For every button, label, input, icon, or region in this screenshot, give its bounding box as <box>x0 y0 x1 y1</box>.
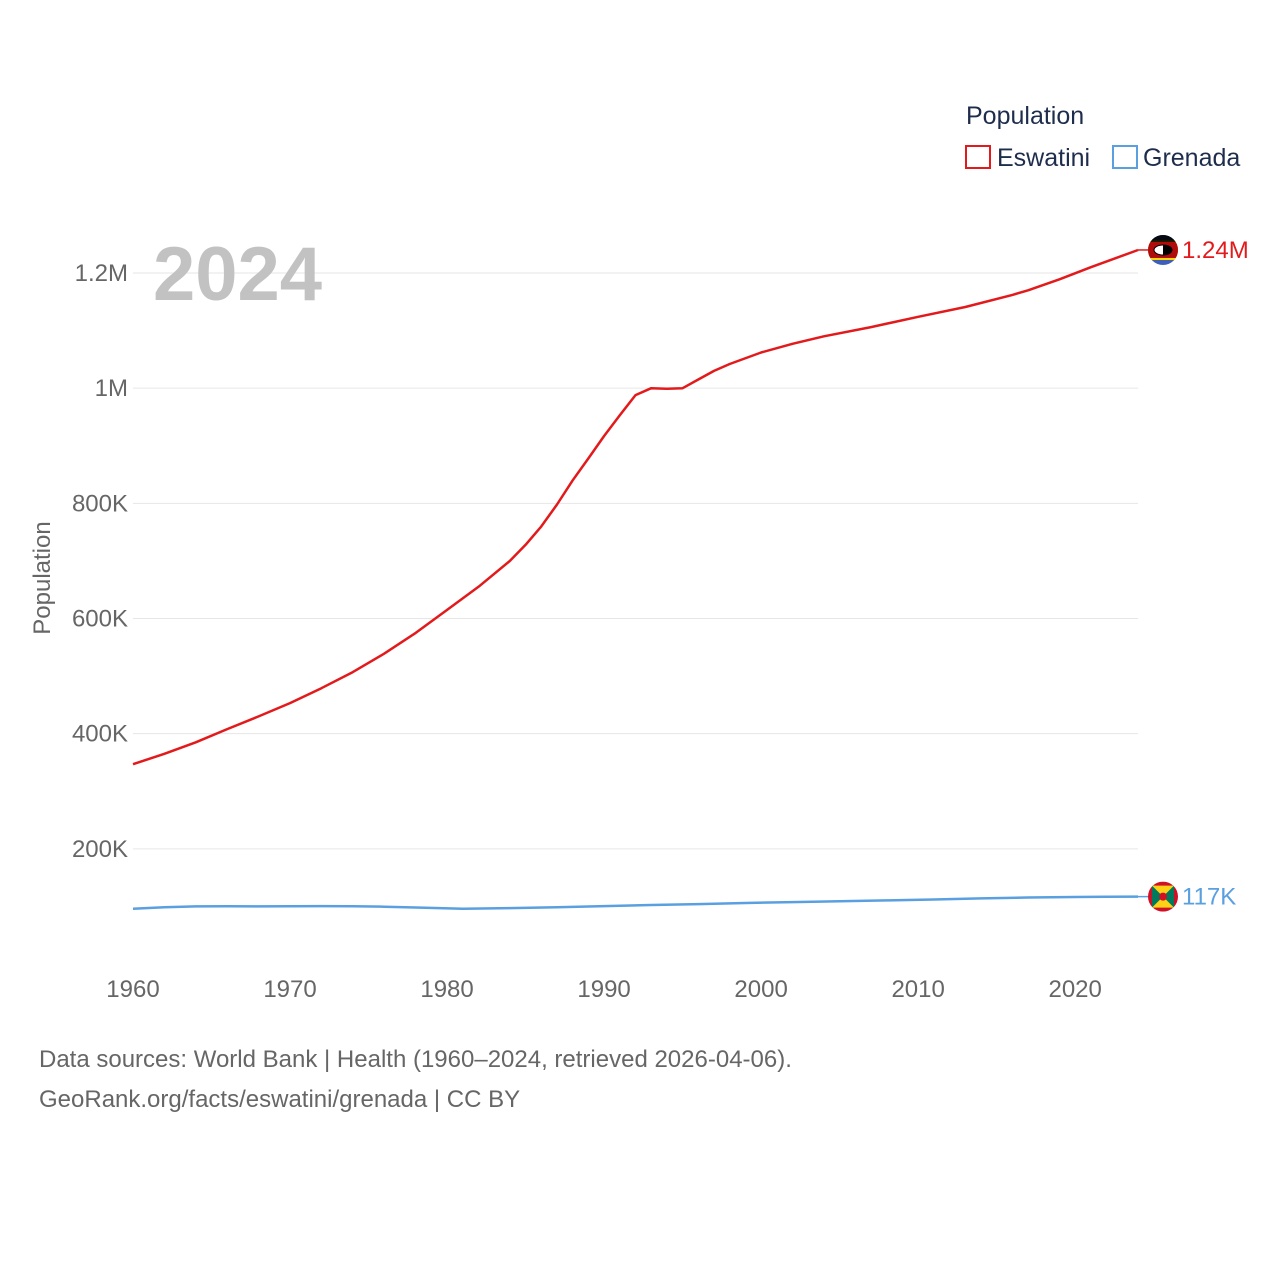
series-lines <box>132 248 1139 910</box>
x-tick-label: 2020 <box>1048 976 1101 1003</box>
legend-swatch-grenada <box>1112 145 1138 169</box>
y-axis-ticks: 200K 400K 600K 800K 1M 1.2M <box>72 260 128 863</box>
x-tick-label: 1980 <box>420 976 473 1003</box>
end-value-label-grenada: 117K <box>1182 884 1236 911</box>
series-line-grenada[interactable] <box>132 895 1139 910</box>
y-tick-label: 200K <box>72 836 128 863</box>
eswatini-flag-icon <box>1148 234 1178 265</box>
y-tick-label: 1.2M <box>75 260 128 287</box>
end-value-label-eswatini: 1.24M <box>1182 237 1249 264</box>
attribution-link[interactable]: GeoRank.org/facts/eswatini/grenada | CC … <box>39 1086 521 1113</box>
y-tick-label: 800K <box>72 490 128 517</box>
series-endpoints: 1.24M 117K <box>1138 234 1249 912</box>
x-tick-label: 1960 <box>106 976 159 1003</box>
legend: Population Eswatini Grenada <box>965 102 1240 172</box>
legend-swatch-eswatini <box>965 145 991 169</box>
x-tick-label: 2010 <box>891 976 944 1003</box>
legend-title: Population <box>966 102 1084 130</box>
x-tick-label: 1970 <box>263 976 316 1003</box>
legend-label-grenada: Grenada <box>1143 144 1240 172</box>
data-source-text: Data sources: World Bank | Health (1960–… <box>39 1046 792 1073</box>
grenada-flag-icon <box>1148 881 1178 912</box>
year-label: 2024 <box>153 232 322 317</box>
y-axis-title: Population <box>29 521 56 634</box>
y-tick-label: 600K <box>72 606 128 633</box>
series-line-eswatini[interactable] <box>132 248 1139 766</box>
y-tick-label: 1M <box>95 375 128 402</box>
y-tick-label: 400K <box>72 721 128 748</box>
footer: Data sources: World Bank | Health (1960–… <box>39 1040 792 1120</box>
x-tick-label: 2000 <box>734 976 787 1003</box>
gridlines <box>133 272 1138 850</box>
population-chart: 200K 400K 600K 800K 1M 1.2M 1960 1970 1980 1990 2… <box>29 102 1249 1003</box>
legend-label-eswatini: Eswatini <box>997 144 1090 172</box>
legend-item-eswatini[interactable]: Eswatini <box>965 144 1090 172</box>
x-tick-label: 1990 <box>577 976 630 1003</box>
x-axis-ticks: 1960 1970 1980 1990 2000 2010 2020 <box>106 976 1102 1003</box>
legend-item-grenada[interactable]: Grenada <box>1112 144 1240 172</box>
